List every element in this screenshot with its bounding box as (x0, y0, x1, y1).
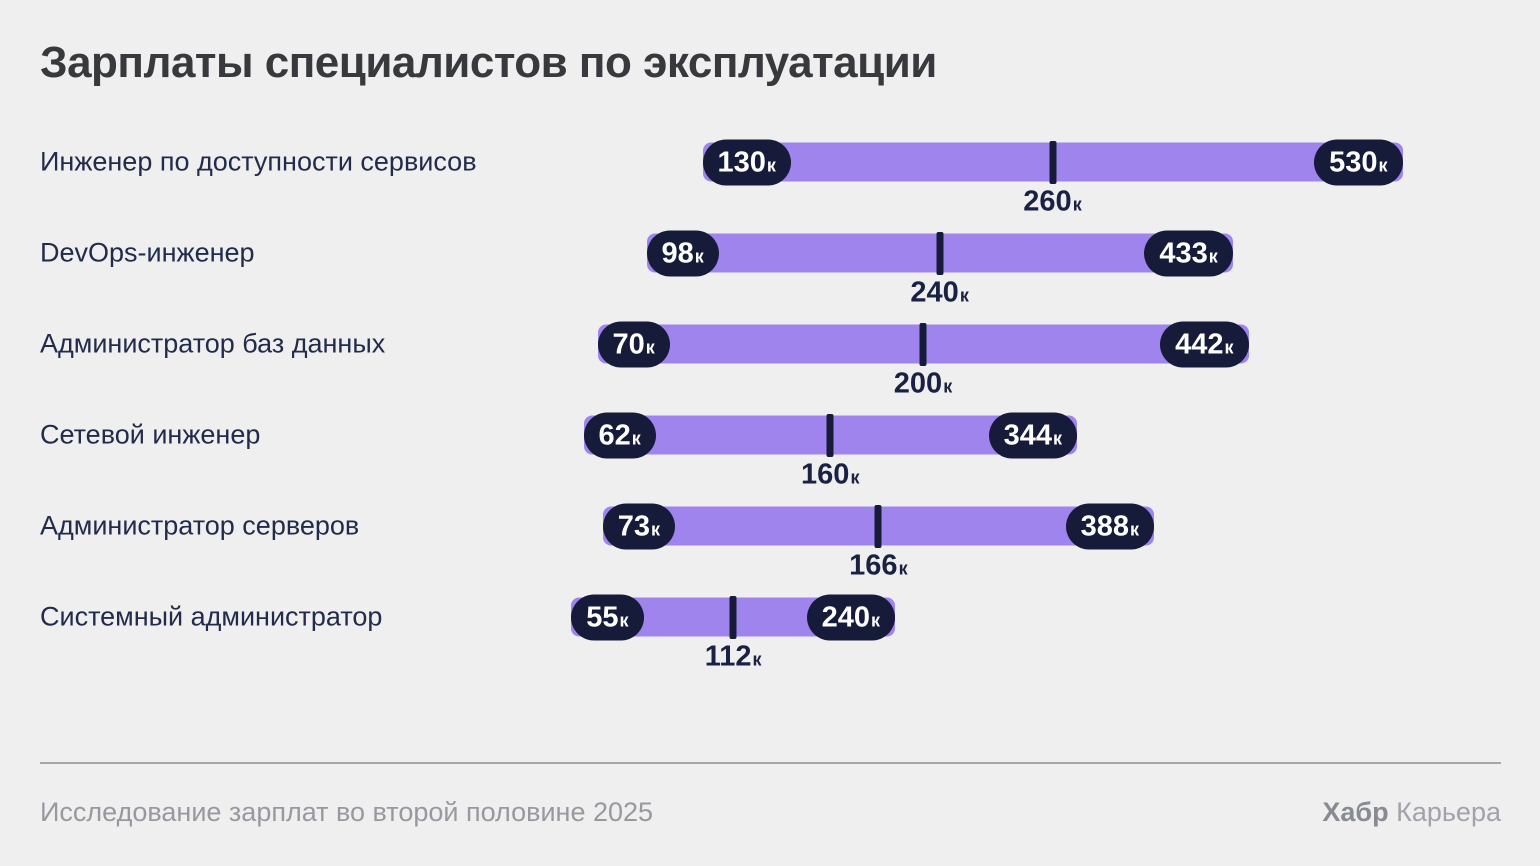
min-salary-pill: 130 к (702, 139, 791, 185)
max-salary-value: 388 (1080, 510, 1129, 542)
min-salary-pill: 73 к (602, 503, 676, 549)
max-salary-value: 530 (1329, 146, 1378, 178)
salary-range-bar: 73 к 388 к 166 к (602, 503, 1154, 582)
max-salary-pill: 530 к (1314, 139, 1403, 185)
median-tick (826, 413, 834, 457)
brand-logo: Хабр Карьера (1322, 797, 1501, 828)
median-label: 112 к (705, 641, 762, 676)
min-salary-value: 62 (598, 419, 631, 451)
brand-habr: Хабр (1322, 797, 1389, 827)
max-salary-pill: 433 к (1144, 230, 1233, 276)
min-salary-pill: 55 к (571, 594, 644, 640)
max-salary-suffix: к (1224, 337, 1234, 357)
salary-range-bar: 62 к 344 к 160 к (583, 412, 1077, 491)
min-salary-pill: 98 к (646, 230, 719, 276)
footer-divider (40, 762, 1501, 764)
category-label: Администратор серверов (40, 510, 360, 541)
median-value: 166 (849, 549, 898, 582)
min-salary-suffix: к (766, 155, 776, 175)
min-salary-value: 70 (612, 328, 645, 360)
median-tick (729, 595, 737, 639)
category-label: Системный администратор (40, 601, 383, 632)
median-suffix: к (752, 649, 762, 670)
max-salary-pill: 344 к (988, 412, 1077, 458)
min-salary-suffix: к (651, 519, 661, 539)
median-label: 160 к (801, 459, 859, 494)
category-label: Администратор баз данных (40, 328, 386, 359)
min-salary-pill: 62 к (583, 412, 656, 458)
median-value: 240 (910, 276, 959, 309)
salary-range-bar: 55 к 240 к 112 к (571, 594, 895, 673)
salary-range-bar: 98 к 433 к 240 к (646, 230, 1233, 309)
median-suffix: к (943, 376, 953, 397)
category-label: Сетевой инженер (40, 419, 261, 450)
median-tick (919, 322, 927, 366)
median-value: 260 (1023, 185, 1072, 218)
salary-range-bar: 70 к 442 к 200 к (597, 321, 1249, 400)
chart-title: Зарплаты специалистов по эксплуатации (40, 38, 937, 87)
category-label: Инженер по доступности сервисов (40, 146, 477, 177)
median-tick (936, 231, 944, 275)
max-salary-value: 344 (1003, 419, 1052, 451)
brand-career: Карьера (1396, 797, 1501, 827)
category-label: DevOps-инженер (40, 237, 255, 268)
median-tick (874, 504, 882, 548)
median-suffix: к (898, 558, 908, 579)
chart-row: Администратор серверов 73 к 388 к 166 к (0, 481, 1540, 582)
median-value: 200 (893, 367, 943, 400)
max-salary-pill: 240 к (806, 594, 895, 640)
chart-row: Инженер по доступности сервисов 130 к 530… (0, 117, 1540, 218)
max-salary-value: 442 (1175, 328, 1224, 360)
chart-row: Системный администратор 55 к 240 к 112 к (0, 572, 1540, 673)
max-salary-suffix: к (1208, 246, 1218, 266)
median-suffix: к (1072, 194, 1082, 215)
chart-row: DevOps-инженер 98 к 433 к 240 к (0, 208, 1540, 309)
max-salary-value: 433 (1159, 237, 1208, 269)
chart-row: Администратор баз данных 70 к 442 к 200 к (0, 299, 1540, 400)
max-salary-value: 240 (821, 601, 870, 633)
min-salary-pill: 70 к (597, 321, 670, 367)
max-salary-suffix: к (1378, 155, 1388, 175)
chart-rows: Инженер по доступности сервисов 130 к 530… (0, 117, 1540, 673)
median-label: 166 к (849, 550, 907, 585)
max-salary-suffix: к (1052, 428, 1062, 448)
median-label: 260 к (1023, 186, 1081, 221)
median-value: 112 (704, 640, 752, 673)
min-salary-suffix: к (619, 610, 629, 630)
median-suffix: к (959, 285, 969, 306)
min-salary-suffix: к (631, 428, 641, 448)
median-label: 200 к (894, 368, 952, 403)
min-salary-suffix: к (694, 246, 704, 266)
source-note: Исследование зарплат во второй половине … (40, 797, 654, 827)
median-value: 160 (801, 458, 850, 491)
max-salary-suffix: к (870, 610, 880, 630)
footer: Исследование зарплат во второй половине … (40, 797, 1501, 828)
min-salary-value: 130 (717, 146, 766, 178)
max-salary-pill: 388 к (1065, 503, 1154, 549)
chart-row: Сетевой инженер 62 к 344 к 160 к (0, 390, 1540, 491)
median-label: 240 к (910, 277, 968, 312)
min-salary-value: 55 (586, 601, 619, 633)
median-tick (1049, 140, 1056, 184)
median-suffix: к (850, 467, 860, 488)
min-salary-value: 73 (617, 510, 651, 542)
min-salary-suffix: к (645, 337, 655, 357)
min-salary-value: 98 (661, 237, 694, 269)
salary-range-bar: 130 к 530 к 260 к (702, 139, 1403, 218)
max-salary-suffix: к (1129, 519, 1139, 539)
max-salary-pill: 442 к (1160, 321, 1249, 367)
